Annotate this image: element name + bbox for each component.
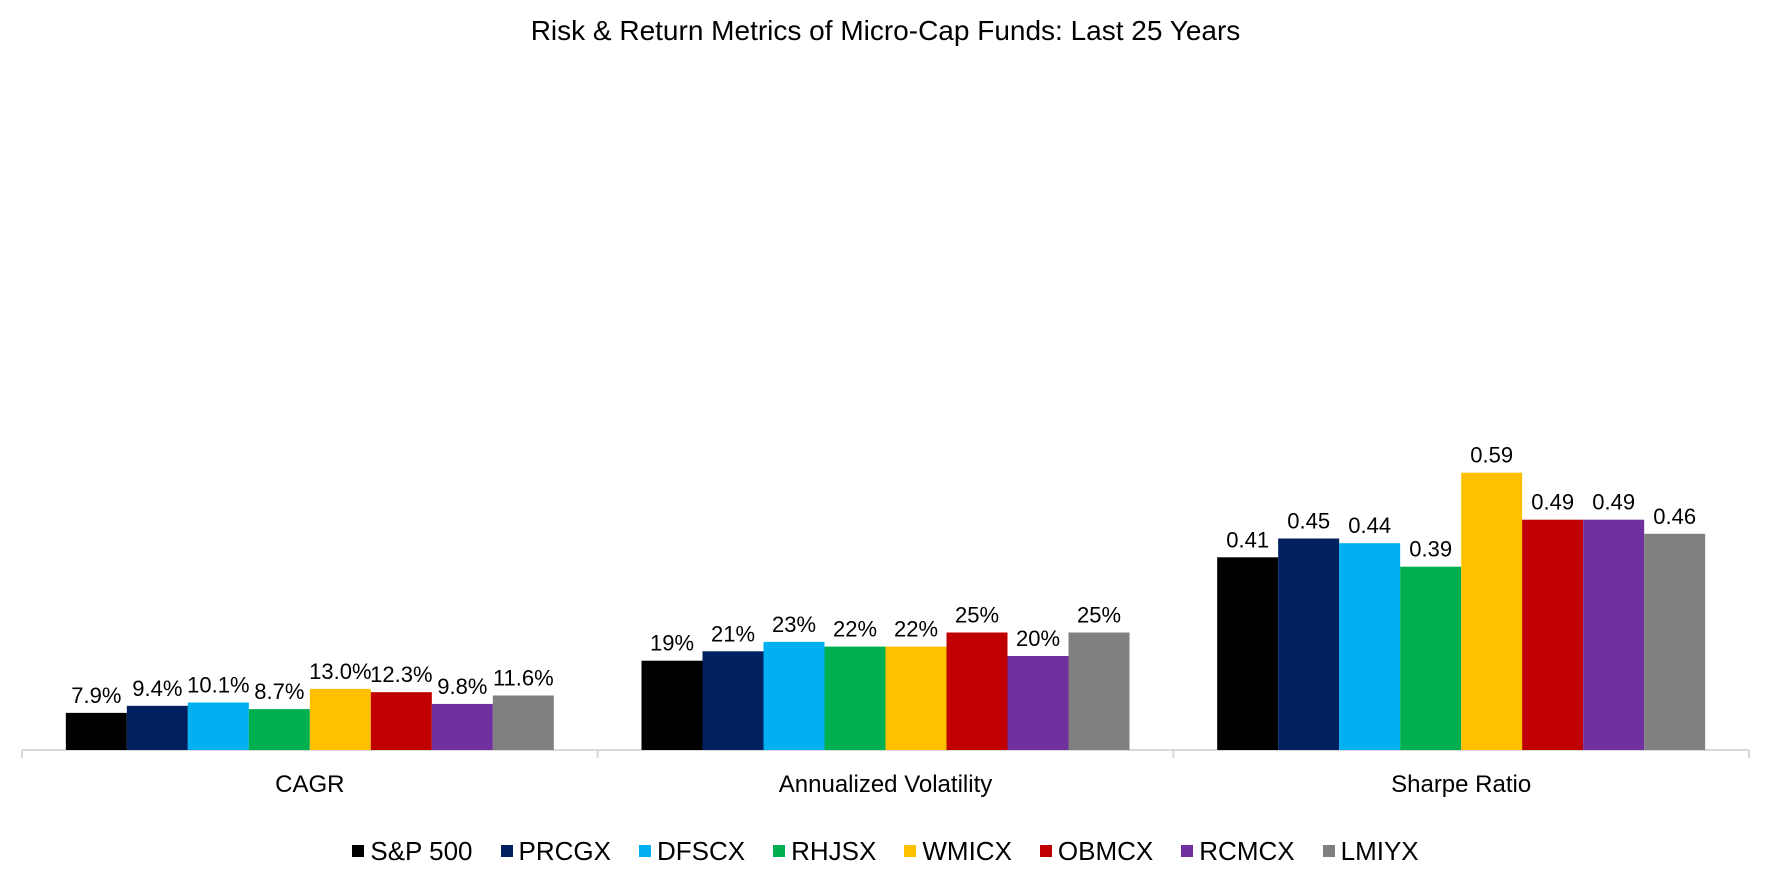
legend-swatch (639, 845, 651, 857)
legend-swatch (904, 845, 917, 857)
data-label: 11.6% (493, 665, 554, 690)
data-label: 7.9% (71, 683, 121, 708)
legend-item: WMICX (904, 836, 1012, 866)
legend-swatch (1181, 845, 1194, 857)
data-label: 22% (833, 617, 877, 642)
bar (1068, 632, 1130, 750)
data-label: 0.44 (1348, 513, 1391, 538)
legend-swatch (500, 845, 513, 857)
bar (1007, 656, 1069, 750)
data-label: 10.1% (187, 673, 249, 698)
bar (248, 709, 310, 750)
bar (431, 703, 493, 750)
legend-label: RCMCX (1199, 836, 1295, 866)
legend-swatch (1039, 845, 1052, 857)
bar (885, 646, 947, 750)
data-label: 23% (772, 612, 816, 637)
bar (1583, 519, 1645, 750)
bar (1278, 538, 1340, 750)
legend-item: LMIYX (1322, 836, 1419, 866)
bar (1522, 519, 1584, 750)
data-label: 25% (1077, 603, 1121, 628)
x-tick-label: Sharpe Ratio (1391, 771, 1531, 798)
legend-item: DFSCX (639, 836, 745, 866)
bar (1339, 543, 1401, 750)
legend-label: OBMCX (1057, 836, 1154, 866)
bar (824, 646, 886, 750)
chart-legend: S&P 500 PRCGX DFSCX RHJSX WMICX OBMCX RCMCX LMI… (0, 836, 1771, 866)
data-label: 19% (650, 631, 694, 656)
legend-label: RHJSX (791, 836, 877, 866)
bar (65, 712, 127, 750)
data-label: 12.3% (370, 662, 432, 687)
data-label: 13.0% (309, 659, 371, 684)
data-label: 0.59 (1470, 443, 1513, 468)
legend-label: DFSCX (657, 836, 746, 866)
legend-label: PRCGX (518, 836, 611, 866)
bar (763, 641, 825, 750)
legend-item: PRCGX (500, 836, 611, 866)
legend-item: RCMCX (1181, 836, 1295, 866)
legend-label: S&P 500 (370, 836, 473, 866)
bar (1461, 472, 1523, 750)
data-label: 0.45 (1287, 509, 1330, 534)
bar (370, 692, 432, 750)
data-label: 22% (894, 617, 938, 642)
bar (641, 660, 703, 750)
bar (309, 688, 371, 750)
legend-swatch (1322, 845, 1335, 857)
legend-item: S&P 500 (352, 836, 473, 866)
bar (126, 705, 188, 750)
bar (1644, 533, 1706, 750)
legend-item: OBMCX (1039, 836, 1154, 866)
data-label: 20% (1016, 626, 1060, 651)
bar (187, 702, 249, 750)
data-label: 25% (955, 603, 999, 628)
bar (1217, 557, 1279, 750)
chart-title: Risk & Return Metrics of Micro-Cap Funds… (530, 15, 1241, 46)
data-label: 9.4% (132, 676, 182, 701)
legend-item: RHJSX (773, 836, 876, 866)
bar (1400, 566, 1462, 750)
legend-swatch (352, 845, 365, 857)
data-label: 0.46 (1653, 504, 1696, 529)
x-tick-label: Annualized Volatility (779, 771, 992, 798)
data-label: 0.39 (1409, 537, 1452, 562)
data-label: 9.8% (437, 674, 487, 699)
bar (946, 632, 1008, 750)
legend-swatch (773, 845, 786, 857)
data-label: 0.41 (1226, 527, 1269, 552)
legend-label: LMIYX (1340, 836, 1419, 866)
x-tick-label: CAGR (275, 771, 344, 798)
bar (492, 695, 554, 750)
data-label: 21% (711, 621, 755, 646)
data-label: 0.49 (1592, 490, 1635, 515)
bar (702, 651, 764, 750)
data-label: 8.7% (254, 679, 304, 704)
legend-label: WMICX (922, 836, 1012, 866)
data-label: 0.49 (1531, 490, 1574, 515)
